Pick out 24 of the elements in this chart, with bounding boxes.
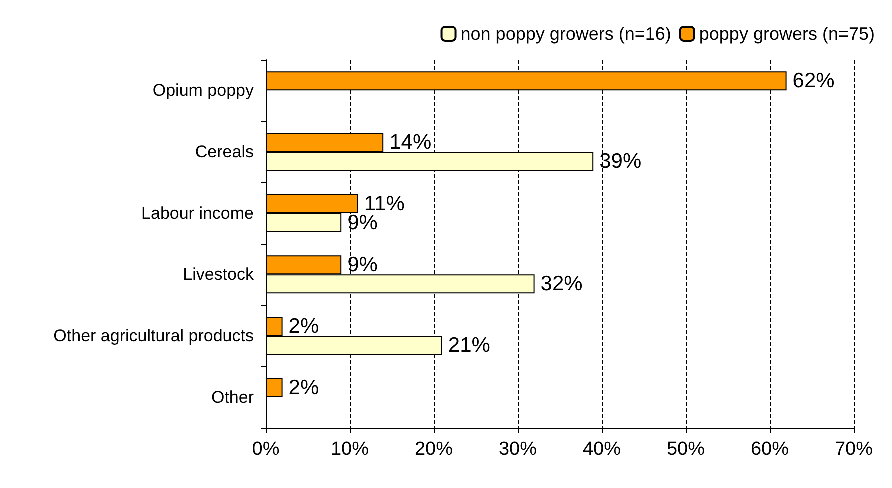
data-label: 2%: [288, 376, 320, 400]
data-label: 14%: [390, 131, 432, 154]
y-tick-label: Other: [211, 388, 254, 407]
x-tick-label: 70%: [834, 439, 874, 460]
data-label: 2%: [288, 315, 320, 338]
x-tick-label: 10%: [330, 439, 370, 460]
y-tick-label: Livestock: [183, 265, 254, 284]
y-tick-label: Labour income: [142, 204, 254, 223]
x-tick-label: 50%: [666, 439, 706, 460]
x-tick-label: 40%: [582, 439, 622, 460]
x-tick-label: 60%: [750, 439, 790, 460]
x-tick-label: 30%: [498, 439, 538, 460]
data-label: 32%: [540, 272, 583, 296]
y-tick-label: Other agricultural products: [54, 326, 254, 346]
legend-label: non poppy growers (n=16): [460, 24, 672, 44]
x-tick-label: 0%: [252, 439, 280, 460]
data-label: 21%: [448, 334, 490, 357]
data-label: 39%: [600, 150, 642, 173]
y-tick-label: Opium poppy: [152, 81, 254, 100]
x-tick-label: 20%: [414, 439, 454, 460]
y-tick-label: Cereals: [195, 142, 254, 162]
data-label: 9%: [348, 254, 378, 277]
legend-label: poppy growers (n=75): [699, 24, 876, 44]
data-label: 62%: [792, 70, 835, 93]
